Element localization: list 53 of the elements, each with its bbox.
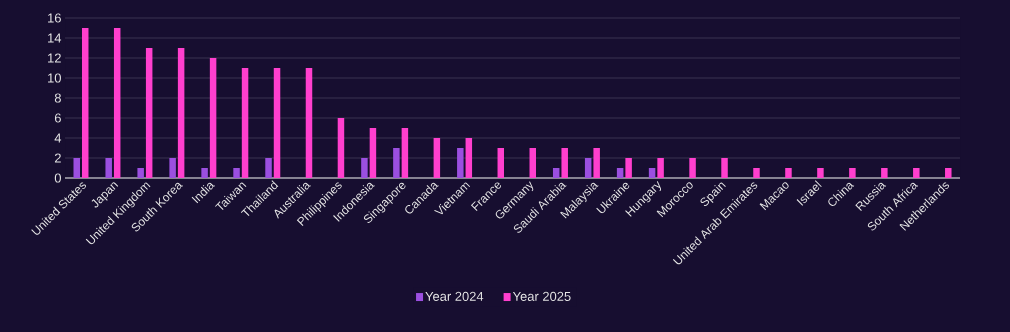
bar bbox=[457, 148, 464, 178]
bar bbox=[625, 158, 632, 178]
bar bbox=[529, 148, 536, 178]
bar bbox=[105, 158, 112, 178]
bar bbox=[137, 168, 144, 178]
y-tick-label: 16 bbox=[48, 13, 61, 23]
y-tick-label: 8 bbox=[54, 93, 61, 103]
bar bbox=[337, 118, 345, 178]
y-tick-label: 4 bbox=[54, 133, 62, 143]
bar bbox=[305, 68, 313, 178]
y-tick-label: 14 bbox=[48, 33, 62, 43]
legend-label: Year 2025 bbox=[512, 291, 571, 301]
legend-label: Year 2024 bbox=[425, 291, 484, 301]
bar bbox=[209, 58, 217, 178]
bar bbox=[689, 158, 696, 178]
y-tick-label: 6 bbox=[54, 113, 61, 123]
bar bbox=[201, 168, 208, 178]
bar bbox=[497, 148, 505, 178]
bar bbox=[369, 128, 377, 178]
bar bbox=[593, 148, 600, 178]
bar bbox=[265, 158, 272, 178]
y-tick-label: 10 bbox=[48, 73, 61, 83]
bar bbox=[913, 168, 920, 178]
bar bbox=[433, 138, 441, 178]
bar bbox=[273, 68, 281, 178]
bar bbox=[881, 168, 888, 178]
bar bbox=[393, 148, 400, 178]
bar bbox=[945, 168, 952, 178]
bar bbox=[241, 68, 249, 178]
bar bbox=[169, 158, 176, 178]
bar bbox=[721, 158, 728, 178]
y-tick-label: 12 bbox=[48, 53, 61, 63]
bar bbox=[785, 168, 792, 178]
bar bbox=[616, 168, 624, 178]
bar bbox=[361, 158, 368, 178]
bar bbox=[657, 158, 664, 178]
y-tick-label: 2 bbox=[54, 153, 61, 163]
y-tick-label: 0 bbox=[54, 173, 61, 183]
bar bbox=[401, 128, 409, 178]
bar bbox=[465, 138, 473, 178]
bar bbox=[145, 48, 153, 178]
bar bbox=[561, 148, 568, 178]
bar bbox=[177, 48, 185, 178]
bar bbox=[648, 168, 656, 178]
bar bbox=[584, 158, 592, 178]
bar bbox=[113, 28, 121, 178]
bar bbox=[552, 168, 560, 178]
bar bbox=[73, 158, 80, 178]
bar bbox=[81, 28, 89, 178]
bar bbox=[233, 168, 240, 178]
bar bbox=[849, 168, 856, 178]
bar bbox=[817, 168, 824, 178]
bar bbox=[753, 168, 760, 178]
